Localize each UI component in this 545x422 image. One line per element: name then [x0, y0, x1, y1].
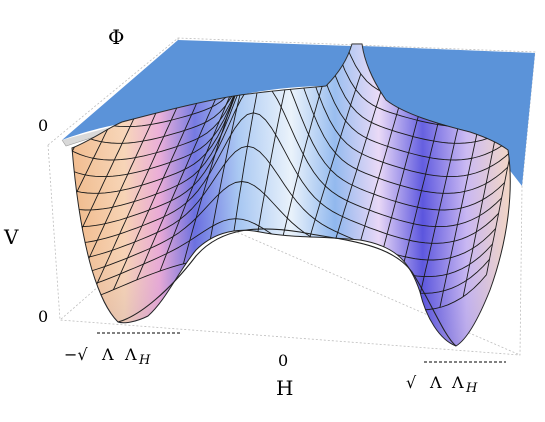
svg-text:Λ: Λ — [124, 345, 137, 364]
h-left-tick-label: −√ Λ Λ H — [64, 332, 180, 368]
svg-text:H: H — [138, 353, 151, 368]
svg-text:√: √ — [406, 373, 417, 392]
svg-text:H: H — [465, 381, 478, 396]
h-right-tick-label: √ Λ Λ H — [406, 361, 506, 396]
mesh-line-phi-8 — [72, 112, 499, 244]
v-axis-label: V — [3, 225, 19, 249]
h-zero-tick-label: 0 — [278, 351, 288, 370]
mesh-line-phi-2 — [72, 44, 511, 144]
mesh-line-phi-5 — [72, 44, 508, 194]
svg-text:Λ: Λ — [451, 373, 464, 392]
mesh-line-phi-3 — [72, 44, 511, 161]
mesh-line-phi-1 — [72, 44, 511, 128]
svg-text:Λ: Λ — [101, 345, 114, 364]
h-axis-label: H — [276, 376, 293, 400]
z-bottom-tick-label: 0 — [38, 307, 48, 326]
z-top-tick-label: 0 — [38, 116, 48, 135]
mesh-line-phi-4 — [72, 44, 511, 178]
svg-text:−√: −√ — [64, 345, 88, 364]
phi-axis-label: Φ — [108, 25, 124, 49]
svg-text:Λ: Λ — [429, 373, 442, 392]
